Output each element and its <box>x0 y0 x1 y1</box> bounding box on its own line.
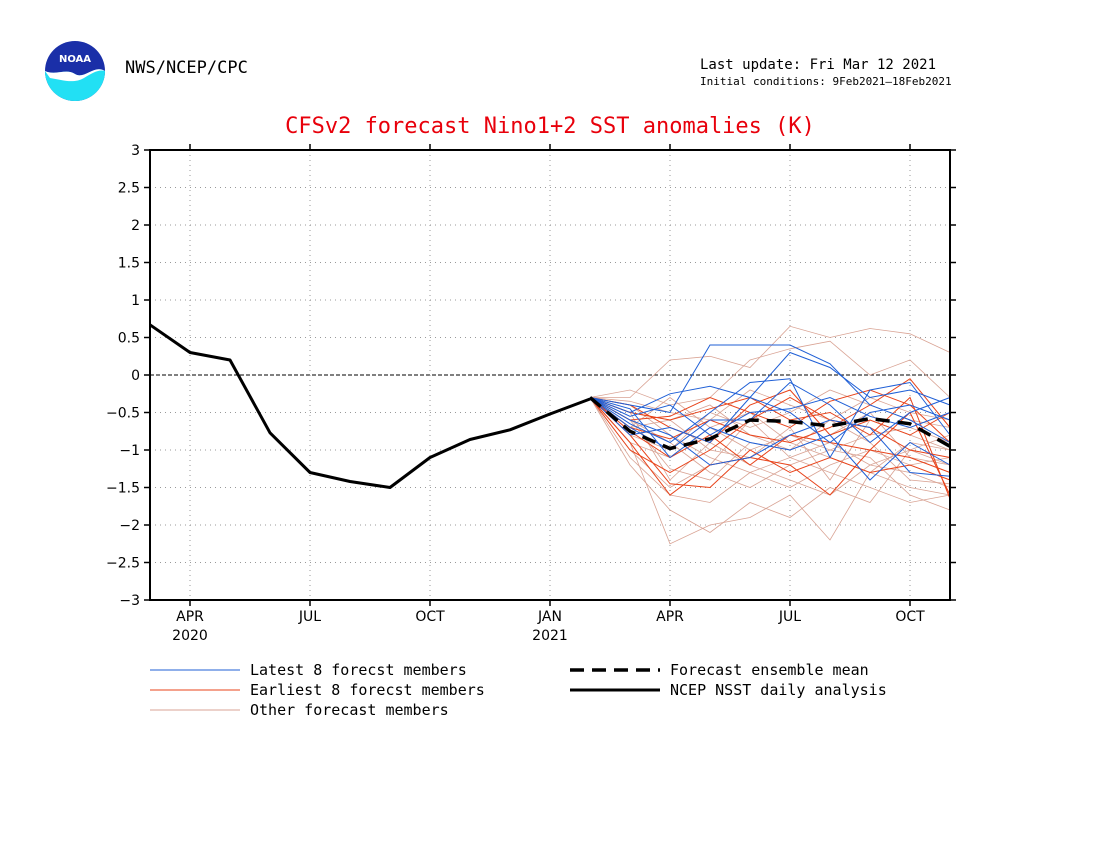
y-tick-label: −1 <box>119 443 140 459</box>
latest-member-line <box>589 396 951 436</box>
y-tick-label: 2 <box>131 218 140 234</box>
x-tick-year: 2021 <box>532 628 568 644</box>
y-tick-label: 3 <box>131 143 140 159</box>
y-tick-label: −1.5 <box>106 481 140 497</box>
latest-member-line <box>589 378 951 459</box>
y-tick-label: −0.5 <box>106 406 140 422</box>
x-tick-label: JUL <box>298 609 321 625</box>
observed-line <box>149 323 591 489</box>
members-layer <box>589 325 951 545</box>
y-tick-label: 2.5 <box>118 181 140 197</box>
y-tick-label: 0.5 <box>118 331 140 347</box>
x-tick-label: JAN <box>537 609 562 625</box>
y-tick-label: −2.5 <box>106 556 140 572</box>
noaa-logo-icon: NOAA <box>44 40 106 106</box>
other-member-line <box>589 340 951 406</box>
other-member-line <box>589 397 951 503</box>
earliest-member-line <box>589 389 951 444</box>
other-member-line <box>589 397 951 466</box>
x-tick-label: OCT <box>895 609 925 625</box>
latest-member-line <box>589 396 951 444</box>
earliest-member-line <box>589 397 951 489</box>
x-tick-label: APR <box>656 609 684 625</box>
svg-text:NOAA: NOAA <box>59 54 91 65</box>
x-tick-label: APR <box>176 609 204 625</box>
other-member-line <box>589 397 951 496</box>
legend-label-latest: Latest 8 forecst members <box>250 661 467 679</box>
axis-layer: 3 2.5 2 1.5 1 0.5 0 −0.5 −1 −1.5 −2 −2.5 −3 APR 2020 JU… <box>106 143 956 644</box>
legend-label-earliest: Earliest 8 forecst members <box>250 681 485 699</box>
main-layer <box>149 323 951 489</box>
ensemble-mean-line <box>588 396 951 451</box>
y-tick-label: 1 <box>131 293 140 309</box>
earliest-member-line <box>589 396 951 474</box>
x-tick-label: JUL <box>778 609 801 625</box>
other-member-line <box>589 397 951 545</box>
y-tick-label: 1.5 <box>118 256 140 272</box>
x-tick-year: 2020 <box>172 628 208 644</box>
latest-member-line <box>589 351 951 414</box>
latest-member-line <box>589 344 951 443</box>
x-tick-label: OCT <box>415 609 445 625</box>
legend: Latest 8 forecst members Earliest 8 forec… <box>150 661 887 719</box>
earliest-member-line <box>589 397 951 473</box>
y-tick-label: −2 <box>119 518 140 534</box>
legend-label-observed: NCEP NSST daily analysis <box>670 681 887 699</box>
grid-layer <box>150 150 950 600</box>
legend-label-mean: Forecast ensemble mean <box>670 661 869 679</box>
y-tick-label: 0 <box>131 368 140 384</box>
legend-label-other: Other forecast members <box>250 701 449 719</box>
initial-conditions: Initial conditions: 9Feb2021–18Feb2021 <box>700 75 952 88</box>
last-update: Last update: Fri Mar 12 2021 <box>700 57 937 73</box>
y-tick-label: −3 <box>119 593 140 609</box>
chart-title: CFSv2 forecast Nino1+2 SST anomalies (K) <box>285 114 815 139</box>
agency-name: NWS/NCEP/CPC <box>125 58 248 78</box>
other-member-line <box>590 325 951 398</box>
